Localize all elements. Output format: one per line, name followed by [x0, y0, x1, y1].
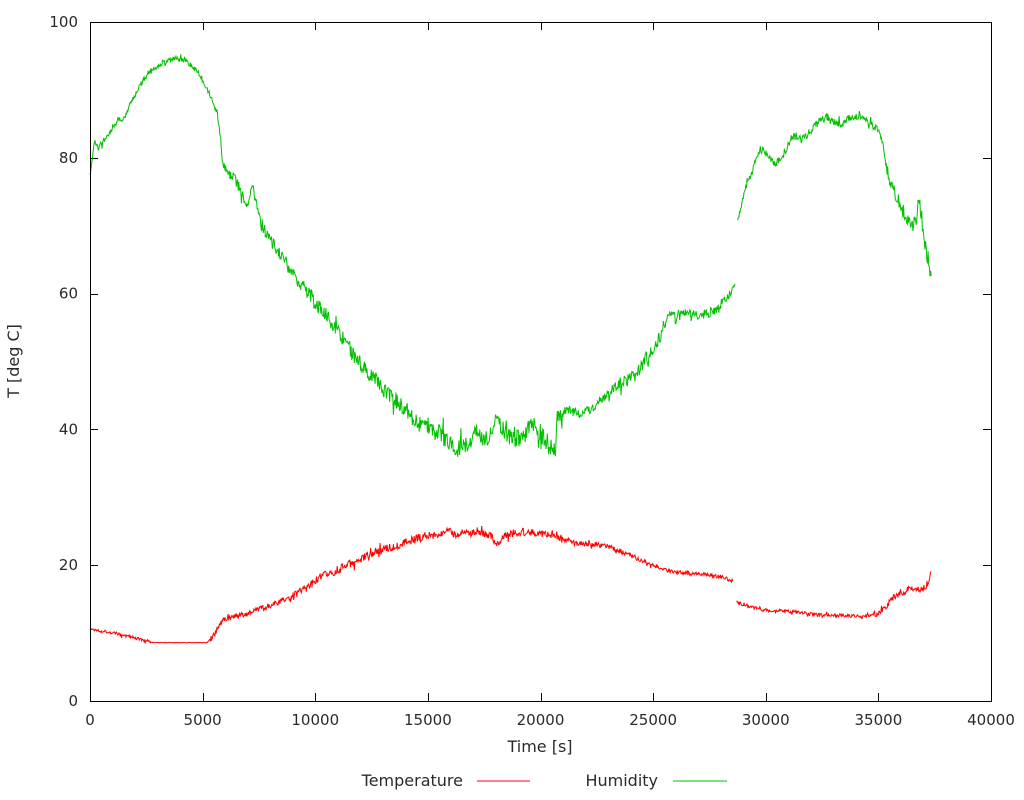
y-tick-label: 80 — [59, 149, 78, 167]
x-tick-label: 15000 — [404, 711, 452, 729]
series-layer — [89, 54, 932, 644]
legend-label-humidity: Humidity — [585, 771, 658, 790]
series-temperature — [736, 571, 932, 620]
y-axis-label: T [deg C] — [4, 324, 23, 399]
x-tick-label: 0 — [85, 711, 95, 729]
series-humidity — [737, 110, 932, 277]
x-tick-label: 35000 — [855, 711, 903, 729]
y-tick-label: 40 — [59, 420, 78, 438]
legend: Temperature Humidity — [361, 771, 727, 790]
y-tick-label: 100 — [49, 13, 78, 31]
x-tick-label: 5000 — [184, 711, 222, 729]
x-tick-label: 20000 — [517, 711, 565, 729]
axis-ticks: 0 5000 10000 15000 20000 25000 30000 35000 40000… — [49, 13, 1015, 729]
y-tick-label: 60 — [59, 285, 78, 303]
x-tick-label: 25000 — [629, 711, 677, 729]
x-axis-label: Time [s] — [506, 737, 572, 756]
legend-label-temperature: Temperature — [361, 771, 463, 790]
y-tick-label: 0 — [68, 692, 78, 710]
x-tick-label: 10000 — [291, 711, 339, 729]
plot-border — [90, 22, 992, 702]
series-temperature — [89, 526, 734, 644]
y-tick-label: 20 — [59, 556, 78, 574]
x-tick-label: 30000 — [742, 711, 790, 729]
series-humidity — [89, 54, 736, 457]
x-tick-label: 40000 — [967, 711, 1015, 729]
